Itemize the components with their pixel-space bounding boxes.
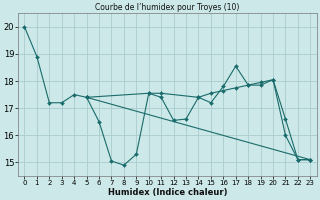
X-axis label: Humidex (Indice chaleur): Humidex (Indice chaleur) <box>108 188 227 197</box>
Title: Courbe de l’humidex pour Troyes (10): Courbe de l’humidex pour Troyes (10) <box>95 3 240 12</box>
